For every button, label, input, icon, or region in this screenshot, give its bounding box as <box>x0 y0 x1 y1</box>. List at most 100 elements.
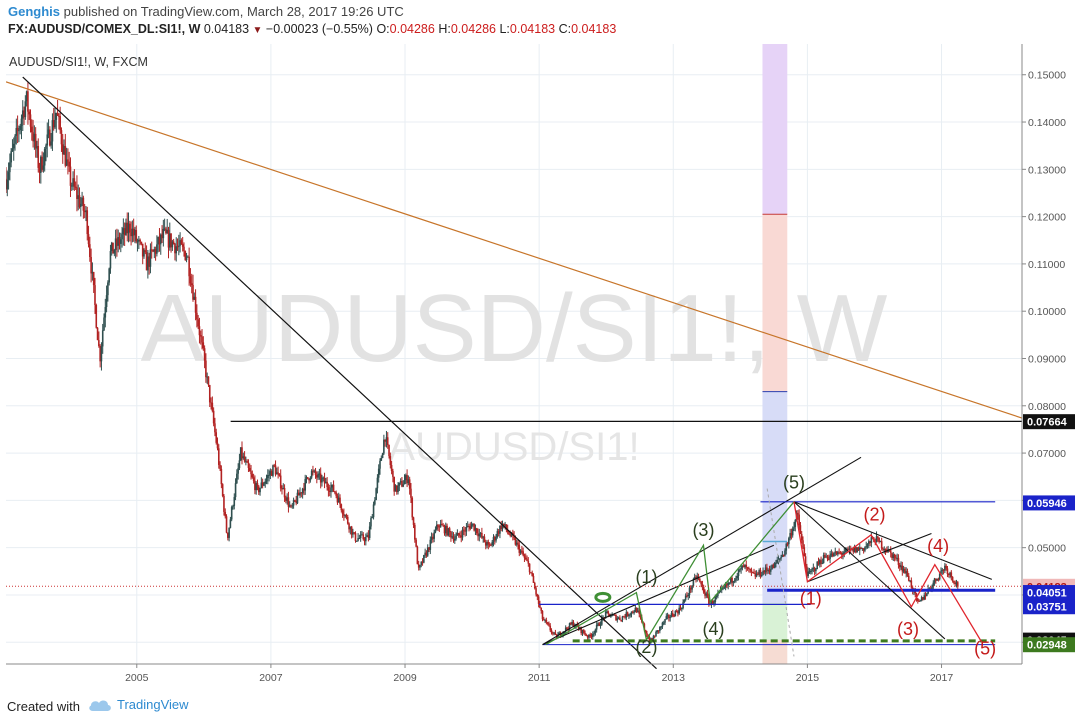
candle <box>187 255 189 258</box>
candle <box>433 529 435 543</box>
candle-body <box>452 536 455 541</box>
candle-body <box>179 240 181 246</box>
candle-body <box>613 614 616 616</box>
tradingview-brand[interactable]: TradingView <box>88 697 189 712</box>
candle <box>860 546 862 549</box>
candle-body <box>824 555 826 558</box>
candle <box>10 148 12 168</box>
candle-body <box>229 519 232 528</box>
candle <box>352 528 354 538</box>
candle-body <box>866 543 869 547</box>
price-label-text: 0.02948 <box>1027 640 1067 652</box>
candle <box>956 581 959 589</box>
price-label-0-05946: 0.05946 <box>1023 495 1075 511</box>
candle-body <box>355 540 358 542</box>
open-label: O: <box>376 22 390 36</box>
candle <box>122 218 125 246</box>
candle <box>882 547 884 552</box>
candle <box>424 548 426 558</box>
candle-body <box>420 561 423 566</box>
candle-body <box>118 237 121 244</box>
candle-body <box>156 244 158 254</box>
candle <box>702 584 705 594</box>
candle-body <box>33 133 36 142</box>
candle-body <box>281 488 283 490</box>
candle-body <box>679 607 682 610</box>
candle <box>879 540 882 543</box>
candle-body <box>541 610 544 620</box>
candle-body <box>920 597 923 601</box>
candle <box>114 229 117 259</box>
candle <box>33 125 36 150</box>
candle-body <box>109 251 112 269</box>
candle <box>744 564 746 570</box>
candle-body <box>844 548 847 553</box>
candle <box>932 580 935 590</box>
candle-body <box>798 514 800 526</box>
candle-body <box>223 496 225 512</box>
candle-body <box>717 593 719 596</box>
candle-body <box>300 492 303 494</box>
candle-body <box>668 615 670 619</box>
candle <box>215 428 218 445</box>
candle-body <box>414 524 416 540</box>
candle-body <box>806 566 808 576</box>
candle <box>524 553 527 561</box>
candle <box>861 547 864 551</box>
candle <box>252 473 255 484</box>
candle-body <box>763 570 766 573</box>
candle <box>346 514 349 525</box>
candle <box>265 474 268 485</box>
candle-body <box>322 477 325 479</box>
candle-body <box>441 523 443 526</box>
candle <box>773 561 776 569</box>
candle <box>900 561 902 570</box>
candle <box>343 508 345 521</box>
price-chart[interactable]: AUDUSD/SI1!, WAUDUSD/SI1!(1)(2)(3)(4)(5)… <box>5 44 1078 689</box>
candle-body <box>183 246 185 252</box>
candle <box>762 567 764 576</box>
candle-body <box>714 596 717 602</box>
candle-body <box>813 567 816 572</box>
candle <box>661 621 664 629</box>
candle <box>18 125 20 143</box>
candle-body <box>457 533 460 536</box>
chart-area[interactable]: AUDUSD/SI1!, W AUDUSD/SI1! (1) (2) (3) (4) (5)… <box>5 44 1078 689</box>
candle <box>780 554 782 561</box>
author-link[interactable]: Genghis <box>8 4 61 19</box>
candle-body <box>469 526 472 529</box>
candle-body <box>399 481 402 483</box>
candle-body <box>25 91 28 102</box>
candle <box>227 532 229 541</box>
band-pink-upper <box>762 214 788 392</box>
candle <box>464 527 466 537</box>
candle-body <box>693 577 696 580</box>
wave-label-green-1: (1) <box>635 567 657 587</box>
candle-body <box>916 598 919 601</box>
candle <box>247 459 250 473</box>
candle <box>55 112 58 133</box>
candle-body <box>615 615 617 621</box>
candle <box>14 134 16 151</box>
candle <box>243 451 246 463</box>
candle-body <box>38 167 41 173</box>
plot-background <box>6 44 1022 664</box>
candle-body <box>312 470 314 472</box>
candle-body <box>419 565 421 568</box>
candle-body <box>750 569 753 572</box>
candle <box>571 619 573 626</box>
candle <box>537 594 540 608</box>
candle <box>800 531 803 544</box>
candle-body <box>239 447 242 461</box>
candle-body <box>487 542 490 545</box>
candle-body <box>680 608 683 610</box>
candle <box>69 157 72 198</box>
candle-body <box>108 268 110 283</box>
candle <box>359 531 362 542</box>
candle-body <box>43 148 46 166</box>
candle <box>855 546 857 554</box>
candle <box>248 463 251 472</box>
candle-body <box>40 156 42 173</box>
candle <box>156 235 158 257</box>
candle-body <box>299 492 301 496</box>
